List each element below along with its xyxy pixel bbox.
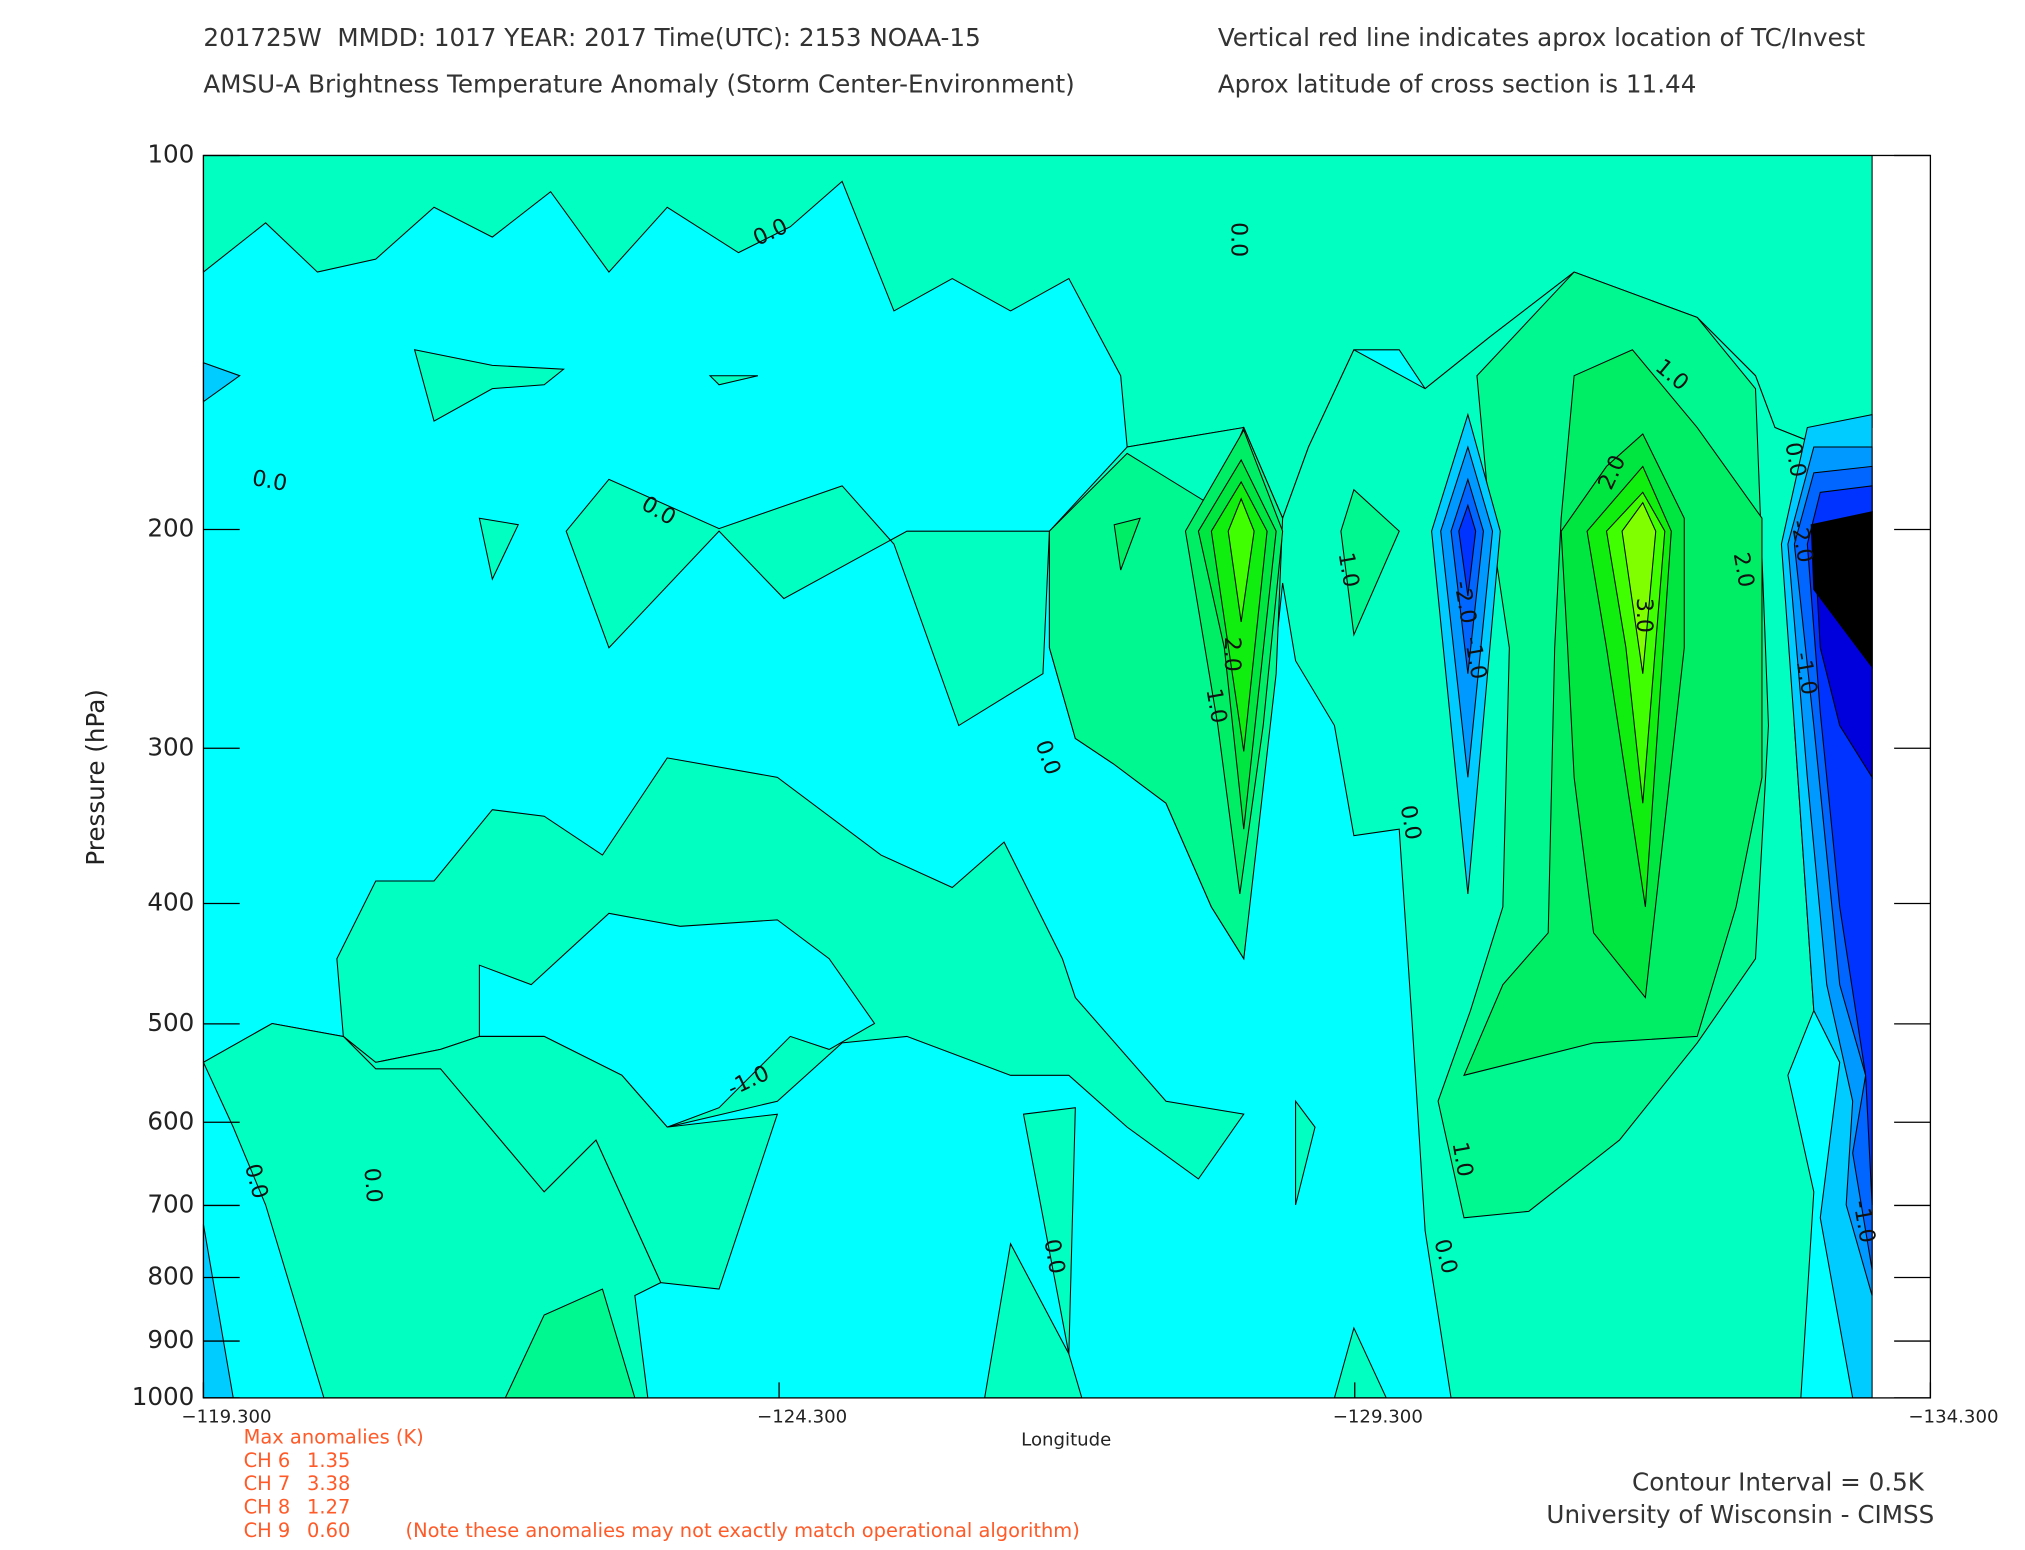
contour-region (1621, 501, 1657, 674)
y-tick-label: 400 (147, 887, 194, 916)
y-tick-label: 100 (147, 139, 194, 168)
y-tick-label: 1000 (132, 1382, 195, 1411)
title-line: 201725W MMDD: 1017 YEAR: 2017 Time(UTC):… (203, 23, 980, 52)
x-tick-label: −134.300 (1908, 1406, 1998, 1427)
x-tick-label: −119.300 (181, 1406, 271, 1427)
plot-frame (202, 154, 1932, 1399)
contour-label: 1.0 (1447, 1140, 1478, 1179)
contour-region (1810, 511, 1873, 669)
anomaly-channel: CH 8 (244, 1496, 291, 1519)
x-axis-label: Longitude (1021, 1430, 1111, 1451)
y-tick-label: 700 (147, 1189, 194, 1218)
contour-interval: Contour Interval = 0.5K (1632, 1467, 1925, 1496)
contour-label: 2.0 (1728, 551, 1759, 590)
contour-label: 0.0 (250, 466, 289, 497)
anomaly-value: 1.35 (307, 1449, 350, 1472)
title-line: AMSU-A Brightness Temperature Anomaly (S… (203, 70, 1074, 99)
contour-label: 1.0 (1333, 551, 1364, 590)
anomaly-channel: CH 6 (244, 1449, 291, 1472)
contour-region (708, 375, 759, 386)
y-tick-label: 800 (147, 1261, 194, 1290)
contour-label: 3.0 (1631, 598, 1656, 633)
contour-region (1113, 517, 1141, 571)
credit: University of Wisconsin - CIMSS (1546, 1500, 1934, 1529)
contour-region (1227, 497, 1255, 622)
y-tick-label: 900 (147, 1325, 194, 1354)
y-axis-label: Pressure (hPa) (81, 689, 110, 866)
contour-region (413, 349, 565, 422)
anomaly-value: 3.38 (307, 1472, 350, 1495)
contour-label: 1.0 (1200, 687, 1231, 726)
note-line: Vertical red line indicates aprox locati… (1218, 23, 1866, 52)
contour-region (1210, 480, 1268, 752)
y-tick-label: 600 (147, 1106, 194, 1135)
contour-region (478, 517, 520, 581)
contour-region (202, 1022, 662, 1399)
contour-label: 0.0 (1038, 1237, 1069, 1276)
x-tick-label: −129.300 (1333, 1406, 1423, 1427)
anomaly-title: Max anomalies (K) (244, 1426, 424, 1449)
anomaly-channel: CH 9 (244, 1519, 291, 1542)
contour-region (1458, 503, 1477, 597)
contour-fills (202, 154, 1873, 1399)
anomaly-note: (Note these anomalies may not exactly ma… (406, 1519, 1080, 1542)
contour-label: 2.0 (1219, 637, 1244, 672)
contour-region (565, 478, 1050, 727)
contour-label: 0.0 (1780, 440, 1811, 479)
anomaly-value: 1.27 (307, 1496, 350, 1519)
x-tick-label: −124.300 (757, 1406, 847, 1427)
note-line: Aprox latitude of cross section is 11.44 (1218, 70, 1697, 99)
y-tick-label: 500 (147, 1008, 194, 1037)
y-tick-label: 300 (147, 732, 194, 761)
contour-label: 0.0 (1225, 222, 1250, 257)
contour-region (1340, 488, 1400, 637)
contour-label: 0.0 (358, 1167, 386, 1204)
contour-region (1022, 1107, 1076, 1354)
anomaly-channel: CH 7 (244, 1472, 291, 1495)
contour-label: 0.0 (1395, 803, 1426, 842)
anomaly-value: 0.60 (307, 1519, 350, 1542)
y-tick-label: 200 (147, 513, 194, 542)
contour-region (1295, 1099, 1316, 1205)
